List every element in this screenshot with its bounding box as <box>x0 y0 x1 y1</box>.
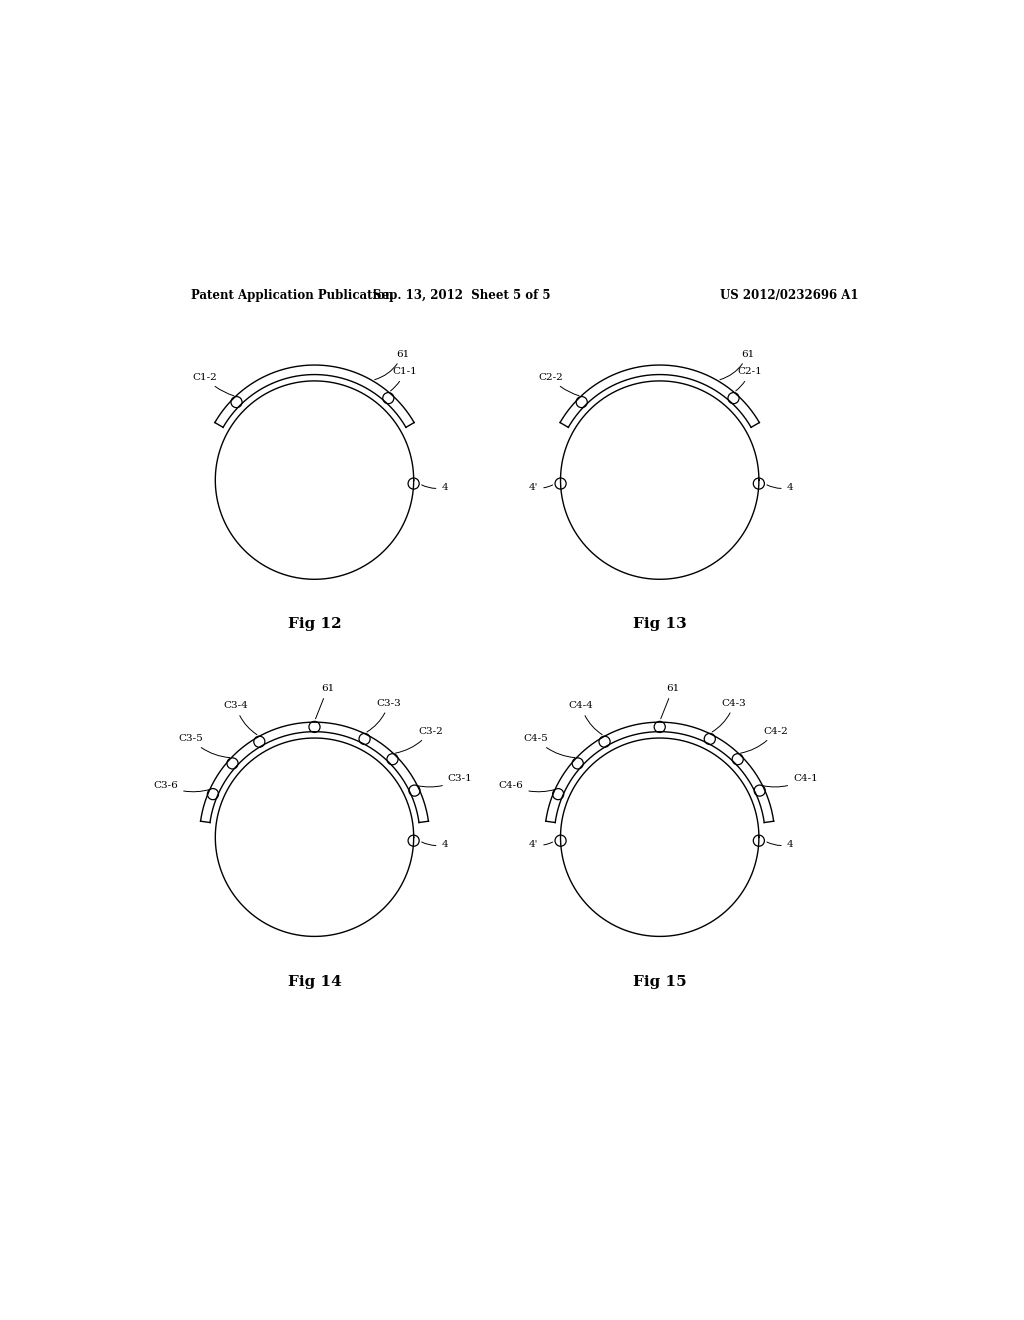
Text: 4': 4' <box>528 840 553 849</box>
Text: Sep. 13, 2012  Sheet 5 of 5: Sep. 13, 2012 Sheet 5 of 5 <box>373 289 550 302</box>
Text: 61: 61 <box>315 684 334 719</box>
Text: US 2012/0232696 A1: US 2012/0232696 A1 <box>720 289 858 302</box>
Text: C3-2: C3-2 <box>395 727 442 754</box>
Text: 4: 4 <box>422 483 449 492</box>
Text: C4-4: C4-4 <box>569 701 602 735</box>
Text: 4': 4' <box>528 483 553 492</box>
Text: C4-5: C4-5 <box>523 734 574 758</box>
Text: C3-6: C3-6 <box>154 780 210 792</box>
Text: C3-5: C3-5 <box>178 734 229 758</box>
Text: C4-6: C4-6 <box>499 780 555 792</box>
Text: C4-2: C4-2 <box>740 727 787 754</box>
Text: 61: 61 <box>375 350 410 380</box>
Text: Fig 13: Fig 13 <box>633 618 686 631</box>
Text: Fig 15: Fig 15 <box>633 974 686 989</box>
Text: Patent Application Publication: Patent Application Publication <box>191 289 394 302</box>
Text: C3-4: C3-4 <box>223 701 257 735</box>
Text: C4-3: C4-3 <box>712 698 746 733</box>
Text: C4-1: C4-1 <box>763 774 818 787</box>
Text: 61: 61 <box>660 684 679 719</box>
Text: C1-2: C1-2 <box>193 372 233 396</box>
Text: 4: 4 <box>422 840 449 849</box>
Text: Fig 14: Fig 14 <box>288 974 341 989</box>
Text: C3-1: C3-1 <box>417 774 472 787</box>
Text: Fig 12: Fig 12 <box>288 618 341 631</box>
Text: 4: 4 <box>767 840 794 849</box>
Text: C2-1: C2-1 <box>736 367 762 391</box>
Text: C3-3: C3-3 <box>367 698 401 733</box>
Text: 61: 61 <box>720 350 755 380</box>
Text: C2-2: C2-2 <box>538 372 579 396</box>
Text: 4: 4 <box>767 483 794 492</box>
Text: C1-1: C1-1 <box>390 367 417 391</box>
